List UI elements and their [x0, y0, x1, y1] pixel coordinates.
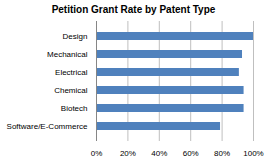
svg-text:Mechanical: Mechanical: [47, 50, 88, 59]
svg-text:Chemical: Chemical: [54, 86, 88, 95]
svg-text:100%: 100%: [243, 149, 263, 158]
html-text:Petition Grant Rate by Patent: Petition Grant Rate by Patent Type: [51, 4, 216, 15]
svg-text:20%: 20%: [120, 149, 136, 158]
svg-text:Biotech: Biotech: [61, 104, 88, 113]
svg-text:Design: Design: [63, 32, 88, 41]
svg-text:80%: 80%: [214, 149, 230, 158]
svg-text:40%: 40%: [151, 149, 167, 158]
svg-text:Electrical: Electrical: [55, 68, 88, 77]
svg-text:0%: 0%: [91, 149, 103, 158]
svg-text:60%: 60%: [183, 149, 199, 158]
svg-text:Software/E-Commerce: Software/E-Commerce: [7, 122, 88, 131]
